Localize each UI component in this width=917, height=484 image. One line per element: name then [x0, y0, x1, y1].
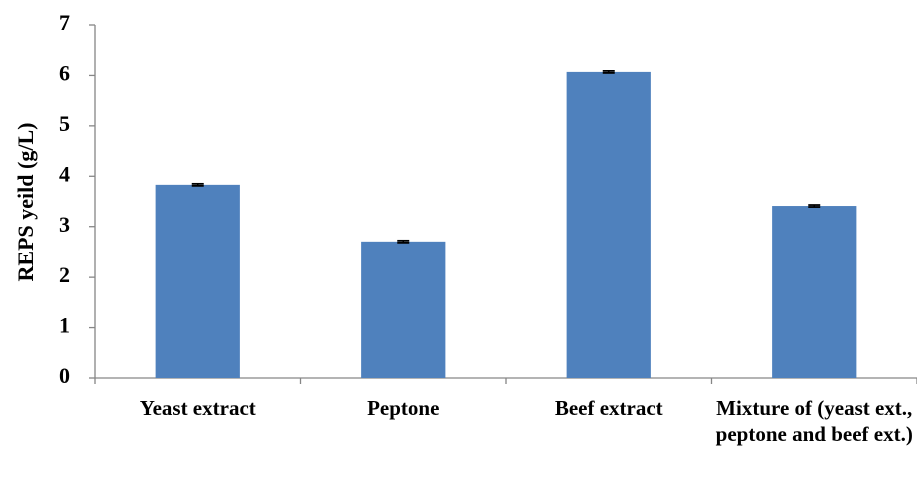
x-tick-label: Mixture of (yeast ext., peptone and beef… — [715, 396, 913, 446]
bar — [155, 184, 240, 378]
x-tick-label: Beef extract — [554, 396, 663, 420]
x-tick-label: Yeast extract — [139, 396, 256, 420]
error-bar — [602, 69, 615, 74]
y-tick-label: 0 — [59, 363, 70, 388]
error-bar — [191, 182, 204, 187]
bar — [566, 71, 651, 379]
bar — [361, 241, 446, 378]
y-tick-label: 3 — [59, 212, 70, 237]
y-tick-label: 5 — [59, 111, 70, 136]
y-tick-label: 1 — [59, 313, 70, 338]
error-bar — [808, 204, 821, 208]
error-bar — [397, 239, 410, 244]
x-tick-label: Peptone — [367, 396, 440, 420]
y-axis-label: REPS yeild (g/L) — [13, 123, 38, 282]
y-tick-label: 6 — [59, 60, 70, 85]
y-tick-label: 4 — [59, 161, 70, 186]
y-tick-label: 2 — [59, 262, 70, 287]
bar — [772, 206, 857, 378]
y-tick-label: 7 — [59, 10, 70, 35]
